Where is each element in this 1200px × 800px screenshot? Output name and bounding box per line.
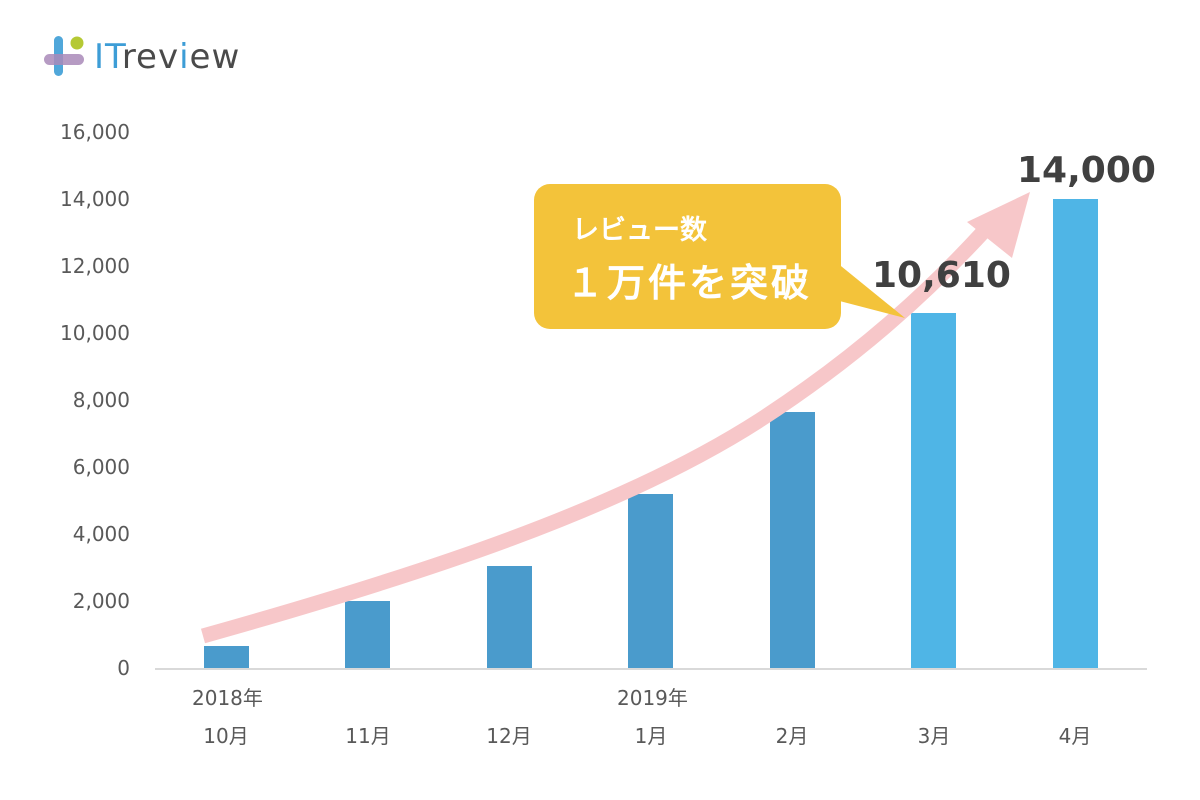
itreview-logo: ITreview xyxy=(44,34,240,80)
bar-2 xyxy=(486,565,532,668)
x-axis-line xyxy=(155,668,1147,670)
y-tick: 6,000 xyxy=(72,455,130,479)
x-tick-nov: 11月 xyxy=(345,724,391,748)
year-label-2018: 2018年 xyxy=(192,686,263,710)
y-tick: 8,000 xyxy=(72,388,130,412)
value-label-april: 14,000 xyxy=(1017,150,1156,191)
x-tick-feb: 2月 xyxy=(775,724,809,748)
y-tick: 16,000 xyxy=(60,120,130,144)
logo-cross-icon xyxy=(44,34,88,80)
x-tick-dec: 12月 xyxy=(486,724,532,748)
x-tick-mar: 3月 xyxy=(917,724,951,748)
bar-6 xyxy=(1052,199,1098,668)
y-tick: 12,000 xyxy=(60,254,130,278)
milestone-callout: レビュー数 １万件を突破 xyxy=(534,184,841,329)
bar-5 xyxy=(911,312,956,668)
bar-4 xyxy=(769,411,815,668)
callout-tail xyxy=(828,262,905,318)
callout-line1: レビュー数 xyxy=(572,215,707,246)
logo-text-i: i xyxy=(179,37,190,77)
logo-text-it: IT xyxy=(94,37,122,77)
bar-3 xyxy=(628,493,673,668)
y-tick: 14,000 xyxy=(60,187,130,211)
y-tick: 4,000 xyxy=(72,522,130,546)
bar-1 xyxy=(345,601,390,668)
year-label-2019: 2019年 xyxy=(617,686,688,710)
bar-0 xyxy=(203,646,249,668)
logo-text-ew: ew xyxy=(189,37,241,77)
logo-text: ITreview xyxy=(94,37,240,77)
callout-line2: １万件を突破 xyxy=(566,261,813,305)
y-tick: 0 xyxy=(117,656,130,680)
logo-text-rev: rev xyxy=(121,37,180,77)
x-tick-jan: 1月 xyxy=(634,724,668,748)
y-tick: 2,000 xyxy=(72,589,130,613)
y-tick: 10,000 xyxy=(60,321,130,345)
x-tick-apr: 4月 xyxy=(1058,724,1092,748)
x-tick-oct: 10月 xyxy=(203,724,249,748)
value-label-march: 10,610 xyxy=(872,255,1011,296)
